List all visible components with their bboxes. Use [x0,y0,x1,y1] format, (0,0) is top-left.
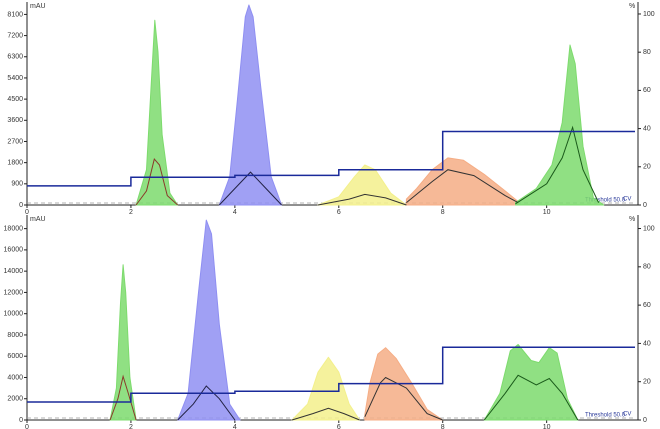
y-tick-label: 16000 [4,247,24,254]
peak-area [135,19,179,206]
x-tick-label: 0 [25,424,29,429]
peak-area [515,44,605,206]
x-tick-label: 4 [233,209,237,216]
y-tick-label: 2000 [7,396,23,403]
peak-area [218,4,283,206]
y-tick-label: 0 [19,202,23,209]
y-tick-label: 18000 [4,225,24,232]
gradient-line [27,346,635,403]
gradient-line [27,130,635,187]
y-tick-label: 14000 [4,268,24,275]
y2-tick-label: 100 [643,11,655,18]
y-tick-label: 8000 [7,332,23,339]
x-tick-label: 6 [337,209,341,216]
y2-tick-label: 20 [643,379,651,386]
y-tick-label: 7200 [7,32,23,39]
y-tick-label: 5400 [7,75,23,82]
y-tick-label: 3600 [7,117,23,124]
y2-axis-label: % [629,216,635,223]
y-tick-label: 2700 [7,138,23,145]
y2-tick-label: 100 [643,225,655,232]
y-axis-label: mAU [30,216,46,223]
y-tick-label: 6300 [7,54,23,61]
trace-line [291,407,360,421]
x-tick-label: 4 [233,424,237,429]
trace-line [135,158,179,206]
threshold-annotation: Threshold 50.0 [585,198,626,204]
x-tick-label: 2 [129,209,133,216]
peak-area [405,157,519,206]
y2-tick-label: 0 [643,202,647,209]
y-tick-label: 12000 [4,289,24,296]
y2-tick-label: 20 [643,164,651,171]
y2-tick-label: 40 [643,125,651,132]
peak-area [109,264,137,421]
peak-area [317,164,407,206]
y-tick-label: 4000 [7,374,23,381]
y2-tick-label: 60 [643,302,651,309]
y2-tick-label: 80 [643,264,651,271]
peak-area [177,219,241,421]
x-tick-label: 6 [337,424,341,429]
trace-line [177,385,236,421]
y-axis-label: mAU [30,3,46,10]
x-tick-label: 8 [441,209,445,216]
y2-axis-label: % [629,3,635,10]
trace-line [515,125,600,205]
x-tick-label: 10 [543,209,551,216]
y-tick-label: 0 [19,417,23,424]
y-tick-label: 10000 [4,311,24,318]
trace-line [364,376,443,421]
y-tick-label: 8100 [7,11,23,18]
x-axis-label: CV [623,412,631,418]
x-axis-label: CV [623,197,631,203]
peak-area [291,356,361,421]
y2-tick-label: 40 [643,340,651,347]
y2-tick-label: 0 [643,417,647,424]
trace-line [406,169,519,204]
threshold-annotation: Threshold 50.0 [585,413,626,419]
trace-line [317,193,407,206]
y2-tick-label: 60 [643,87,651,94]
y-tick-label: 1800 [7,159,23,166]
x-tick-label: 2 [129,424,133,429]
y-tick-label: 900 [11,181,23,188]
trace-line [218,171,282,206]
y-tick-label: 6000 [7,353,23,360]
y-tick-label: 4500 [7,96,23,103]
x-tick-label: 10 [543,424,551,429]
trace-line [483,374,579,421]
x-tick-label: 0 [25,209,29,216]
y2-tick-label: 80 [643,49,651,56]
x-tick-label: 8 [441,424,445,429]
